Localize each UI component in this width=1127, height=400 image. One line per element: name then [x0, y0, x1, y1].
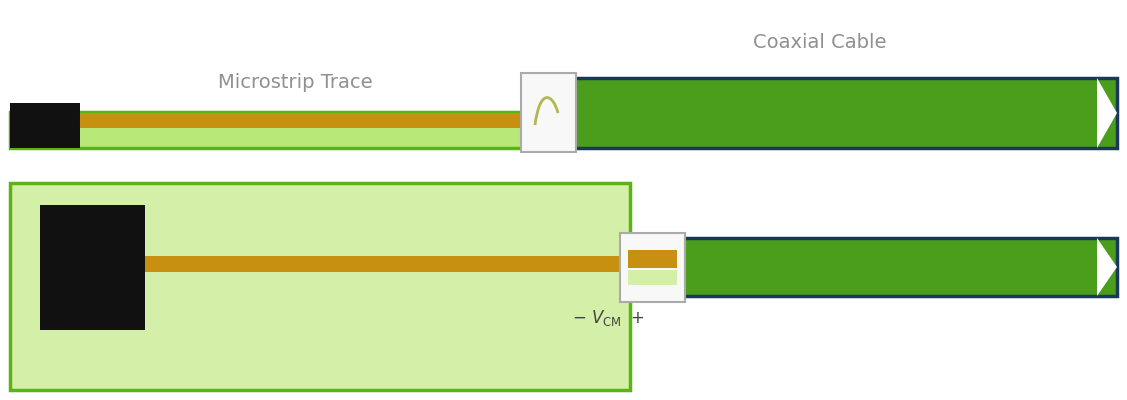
- Polygon shape: [1097, 78, 1117, 148]
- Bar: [521, 73, 576, 152]
- Bar: [39, 205, 145, 330]
- Bar: [660, 238, 1117, 296]
- Bar: [10, 103, 80, 148]
- Text: $-\ V_\mathrm{CM}\ +$: $-\ V_\mathrm{CM}\ +$: [571, 308, 644, 328]
- Text: Microstrip Trace: Microstrip Trace: [218, 72, 372, 92]
- Bar: [558, 78, 1117, 148]
- Bar: [39, 113, 533, 128]
- Bar: [628, 270, 677, 285]
- Bar: [145, 256, 660, 272]
- Bar: [10, 183, 630, 390]
- Polygon shape: [1097, 238, 1117, 296]
- Bar: [10, 112, 535, 148]
- Bar: [628, 250, 677, 268]
- Bar: [620, 233, 685, 302]
- Text: Coaxial Cable: Coaxial Cable: [753, 32, 887, 52]
